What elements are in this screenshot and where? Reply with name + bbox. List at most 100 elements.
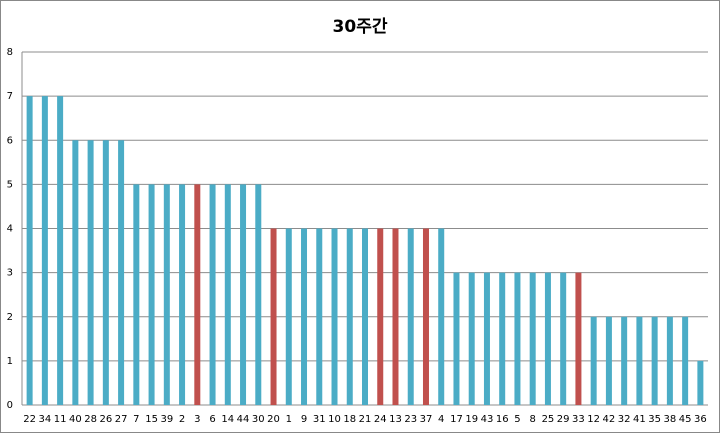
x-tick-label: 38 bbox=[664, 414, 677, 425]
x-tick-label: 21 bbox=[359, 414, 372, 425]
bar bbox=[605, 316, 612, 405]
x-tick-label: 44 bbox=[237, 414, 250, 425]
bar bbox=[560, 272, 567, 405]
x-tick-label: 24 bbox=[374, 414, 387, 425]
bar bbox=[697, 360, 704, 405]
x-tick-label: 40 bbox=[69, 414, 82, 425]
x-tick-label: 20 bbox=[267, 414, 280, 425]
y-tick-label: 4 bbox=[7, 224, 13, 235]
bar bbox=[453, 272, 460, 405]
x-tick-label: 6 bbox=[209, 414, 215, 425]
bar bbox=[499, 272, 506, 405]
x-tick-label: 18 bbox=[343, 414, 356, 425]
bar bbox=[194, 184, 201, 405]
x-tick-label: 16 bbox=[496, 414, 509, 425]
bar bbox=[575, 272, 582, 405]
x-tick-label: 28 bbox=[84, 414, 97, 425]
bar bbox=[240, 184, 247, 405]
x-tick-label: 9 bbox=[301, 414, 307, 425]
x-tick-label: 3 bbox=[194, 414, 200, 425]
x-tick-label: 10 bbox=[328, 414, 341, 425]
bar bbox=[72, 140, 79, 405]
chart-title: 30주간 bbox=[333, 17, 388, 37]
bar bbox=[682, 316, 689, 405]
x-tick-label: 42 bbox=[603, 414, 616, 425]
bar bbox=[301, 228, 308, 405]
x-tick-label: 37 bbox=[420, 414, 433, 425]
y-tick-label: 5 bbox=[7, 179, 13, 190]
bar bbox=[377, 228, 384, 405]
x-tick-label: 36 bbox=[694, 414, 707, 425]
bar bbox=[133, 184, 140, 405]
y-tick-label: 7 bbox=[7, 91, 13, 102]
bar bbox=[621, 316, 628, 405]
bar bbox=[179, 184, 186, 405]
bar bbox=[529, 272, 536, 405]
x-tick-label: 13 bbox=[389, 414, 402, 425]
x-tick-label: 41 bbox=[633, 414, 646, 425]
bar bbox=[362, 228, 368, 405]
bar bbox=[41, 96, 48, 405]
x-tick-label: 29 bbox=[557, 414, 570, 425]
x-tick-label: 23 bbox=[404, 414, 417, 425]
bar bbox=[26, 96, 33, 405]
bar bbox=[544, 272, 551, 405]
bar bbox=[590, 316, 597, 405]
bar bbox=[407, 228, 414, 405]
y-tick-label: 2 bbox=[7, 312, 13, 323]
x-tick-label: 14 bbox=[221, 414, 234, 425]
bar bbox=[331, 228, 338, 405]
bar bbox=[422, 228, 429, 405]
bar bbox=[255, 184, 262, 405]
x-tick-label: 39 bbox=[160, 414, 173, 425]
bar bbox=[57, 96, 64, 405]
y-tick-label: 8 bbox=[7, 47, 13, 58]
bar bbox=[483, 272, 490, 405]
bar bbox=[346, 228, 353, 405]
x-tick-label: 27 bbox=[115, 414, 128, 425]
bar bbox=[438, 228, 445, 405]
bar bbox=[392, 228, 399, 405]
y-tick-label: 6 bbox=[7, 135, 13, 146]
bar bbox=[118, 140, 125, 405]
x-tick-label: 5 bbox=[514, 414, 520, 425]
x-tick-label: 33 bbox=[572, 414, 585, 425]
x-tick-label: 34 bbox=[38, 414, 51, 425]
y-tick-label: 3 bbox=[7, 268, 13, 279]
x-tick-label: 4 bbox=[438, 414, 444, 425]
bar bbox=[468, 272, 475, 405]
bar bbox=[285, 228, 292, 405]
bar bbox=[270, 228, 277, 405]
x-tick-label: 30 bbox=[252, 414, 265, 425]
bar bbox=[316, 228, 323, 405]
bar bbox=[636, 316, 643, 405]
x-tick-label: 1 bbox=[286, 414, 292, 425]
x-tick-label: 43 bbox=[481, 414, 494, 425]
x-tick-label: 12 bbox=[587, 414, 600, 425]
x-tick-label: 17 bbox=[450, 414, 463, 425]
bar bbox=[514, 272, 521, 405]
y-tick-label: 1 bbox=[7, 356, 13, 367]
x-tick-label: 2 bbox=[179, 414, 185, 425]
bar bbox=[87, 140, 94, 405]
x-tick-label: 7 bbox=[133, 414, 139, 425]
x-tick-label: 22 bbox=[23, 414, 36, 425]
x-tick-label: 11 bbox=[54, 414, 67, 425]
x-tick-label: 35 bbox=[648, 414, 661, 425]
bar bbox=[651, 316, 658, 405]
bar bbox=[148, 184, 155, 405]
x-tick-label: 26 bbox=[99, 414, 112, 425]
x-tick-label: 31 bbox=[313, 414, 326, 425]
x-tick-label: 15 bbox=[145, 414, 158, 425]
bar bbox=[102, 140, 109, 405]
x-tick-label: 19 bbox=[465, 414, 478, 425]
x-tick-label: 8 bbox=[530, 414, 536, 425]
x-tick-label: 25 bbox=[542, 414, 555, 425]
bar bbox=[163, 184, 170, 405]
bar bbox=[209, 184, 216, 405]
y-tick-label: 0 bbox=[7, 400, 13, 411]
bar bbox=[666, 316, 673, 405]
x-tick-label: 32 bbox=[618, 414, 631, 425]
x-tick-label: 45 bbox=[679, 414, 692, 425]
